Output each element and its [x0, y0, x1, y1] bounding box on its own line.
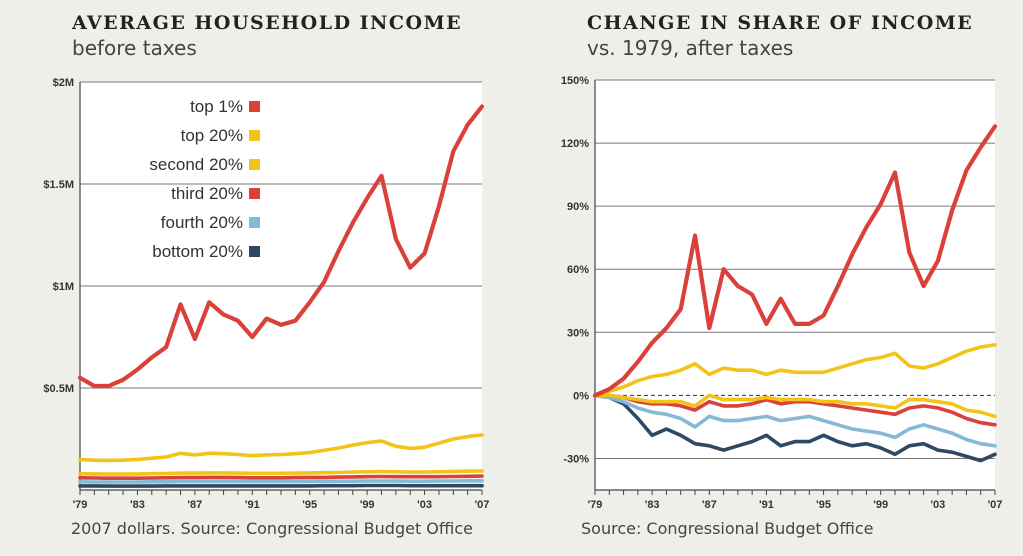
series-line-3 — [593, 393, 997, 419]
x-tick-label: '99 — [360, 499, 375, 511]
y-tick-label: $1.5M — [43, 179, 74, 191]
x-tick-label: '03 — [417, 499, 432, 511]
x-tick-label: '87 — [187, 499, 202, 511]
legend-label: fourth 20% — [161, 213, 243, 232]
right-panel: CHANGE IN SHARE OF INCOME vs. 1979, afte… — [515, 0, 1023, 556]
legend-label: second 20% — [149, 155, 243, 174]
y-tick-label: 90% — [567, 201, 589, 213]
legend-label: third 20% — [171, 184, 243, 203]
x-tick-label: '91 — [245, 499, 260, 511]
y-tick-label: -30% — [563, 453, 589, 465]
x-tick-label: '95 — [302, 499, 317, 511]
left-chart: $0.5M $1M $1.5M $2M '79 '83 '87 '91 '95 '99 '03 '07… — [43, 77, 490, 511]
series-line-2 — [593, 343, 997, 398]
x-tick-label: '83 — [130, 499, 145, 511]
x-tick-label: '07 — [475, 499, 490, 511]
right-chart-title: CHANGE IN SHARE OF INCOME — [587, 12, 974, 34]
right-chart-subtitle: vs. 1979, after taxes — [587, 36, 794, 60]
y-tick-label: 150% — [561, 75, 589, 87]
series-line-1 — [592, 124, 998, 398]
x-tick-label: '91 — [759, 499, 774, 511]
series-line-4 — [78, 474, 484, 481]
legend-label: bottom 20% — [152, 242, 243, 261]
legend-swatch — [249, 246, 260, 257]
x-tick-label: '99 — [873, 499, 888, 511]
left-chart-source: 2007 dollars. Source: Congressional Budg… — [71, 519, 474, 538]
y-tick-label: 0% — [573, 390, 589, 402]
legend-swatch — [249, 101, 260, 112]
legend-swatch — [249, 188, 260, 199]
left-chart-title: AVERAGE HOUSEHOLD INCOME — [72, 12, 463, 34]
y-tick-label: 30% — [567, 327, 589, 339]
y-tick-label: $0.5M — [43, 383, 74, 395]
right-chart-source: Source: Congressional Budget Office — [581, 519, 874, 538]
series-line-6 — [78, 483, 484, 488]
x-tick-label: '03 — [930, 499, 945, 511]
series-line-5 — [593, 393, 997, 448]
legend-swatch — [249, 130, 260, 141]
plot-area — [595, 80, 995, 490]
left-panel: AVERAGE HOUSEHOLD INCOME before taxes $0… — [0, 0, 510, 556]
x-tick-label: '83 — [645, 499, 660, 511]
left-chart-subtitle: before taxes — [72, 36, 197, 60]
y-tick-label: 120% — [561, 138, 589, 150]
series-line-4 — [593, 393, 997, 427]
legend-swatch — [249, 159, 260, 170]
y-tick-label: $1M — [53, 281, 74, 293]
legend-label: top 1% — [190, 97, 243, 116]
series-line-6 — [593, 393, 997, 463]
y-tick-label: 60% — [567, 264, 589, 276]
right-chart: -30% 0% 30% 60% 90% 120% 150% '79 '83 '87 '91 '95 '9… — [561, 75, 1003, 511]
x-tick-label: '95 — [816, 499, 831, 511]
legend-label: top 20% — [181, 126, 243, 145]
x-tick-label: '79 — [73, 499, 88, 511]
x-tick-label: '79 — [588, 499, 603, 511]
legend-swatch — [249, 217, 260, 228]
series-line-5 — [78, 478, 484, 484]
x-tick-label: '87 — [702, 499, 717, 511]
y-tick-label: $2M — [53, 77, 74, 89]
series-line-1 — [77, 104, 485, 389]
series-line-3 — [78, 469, 484, 476]
x-tick-label: '07 — [988, 499, 1003, 511]
series-line-2 — [78, 433, 484, 463]
